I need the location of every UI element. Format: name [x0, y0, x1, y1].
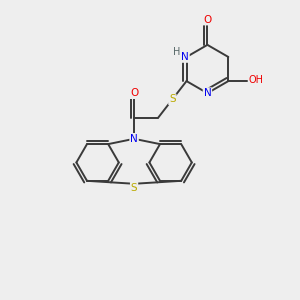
Text: S: S — [169, 94, 176, 104]
Text: O: O — [130, 88, 138, 98]
Text: O: O — [203, 15, 211, 25]
Text: S: S — [131, 183, 137, 193]
Text: OH: OH — [248, 75, 263, 85]
Text: N: N — [203, 88, 211, 98]
Text: N: N — [130, 134, 138, 144]
Text: N: N — [181, 52, 189, 62]
Text: H: H — [173, 47, 181, 57]
